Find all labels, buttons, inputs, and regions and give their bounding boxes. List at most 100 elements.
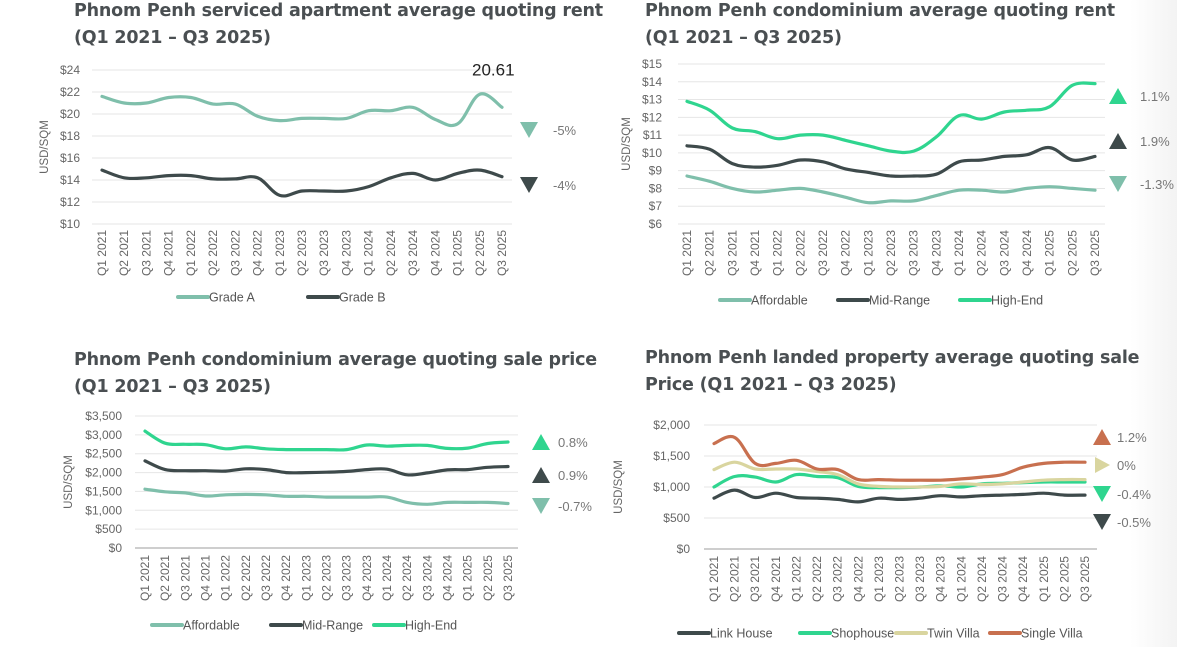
legend-label: Affordable	[183, 619, 240, 633]
x-tick-label: Q1 2023	[872, 556, 886, 602]
y-tick-label: $16	[60, 151, 80, 165]
series-line-single-villa	[712, 434, 1087, 482]
chart-subtitle: Price (Q1 2021 – Q3 2025)	[645, 375, 897, 395]
triangle-down-icon	[1093, 486, 1111, 502]
y-tick-label: $3,000	[85, 428, 122, 442]
x-tick-label: Q3 2023	[340, 555, 354, 601]
x-tick-label: Q1 2022	[219, 555, 233, 601]
x-tick-label: Q4 2022	[251, 230, 265, 276]
y-tick-label: $500	[95, 522, 122, 536]
x-tick-label: Q1 2023	[299, 555, 313, 601]
x-tick-label: Q1 2022	[771, 230, 785, 276]
y-axis-label: USD/SQM	[613, 460, 625, 514]
series-line-link-house	[712, 488, 1087, 504]
y-tick-label: $20	[60, 107, 80, 121]
x-tick-label: Q2 2024	[400, 555, 414, 601]
x-tick-label: Q3 2025	[1078, 556, 1092, 602]
series-line-mid-range	[685, 144, 1097, 178]
y-tick-label: $18	[60, 129, 80, 143]
chart-title: Phnom Penh condominium average quoting r…	[645, 1, 1115, 21]
triangle-up-icon	[532, 434, 550, 450]
y-tick-label: $10	[642, 146, 662, 160]
y-tick-label: $0	[677, 542, 691, 556]
y-tick-label: $2,500	[85, 447, 122, 461]
series-line-high-end	[685, 81, 1097, 155]
legend-label: High-End	[991, 294, 1043, 308]
y-tick-label: $14	[60, 173, 80, 187]
x-tick-label: Q1 2021	[680, 230, 694, 276]
x-tick-label: Q1 2021	[138, 555, 152, 601]
x-tick-label: Q3 2022	[831, 556, 845, 602]
triangle-down-icon	[532, 498, 550, 514]
y-tick-label: $24	[60, 63, 80, 77]
x-tick-label: Q4 2024	[1020, 230, 1034, 276]
series-line-twin-villa	[712, 460, 1087, 489]
x-tick-label: Q1 2022	[789, 556, 803, 602]
x-tick-label: Q1 2024	[954, 556, 968, 602]
x-tick-label: Q4 2024	[441, 555, 455, 601]
x-tick-label: Q4 2021	[162, 230, 176, 276]
legend-label: High-End	[405, 619, 457, 633]
x-tick-label: Q4 2021	[769, 556, 783, 602]
y-tick-label: $6	[649, 217, 663, 231]
x-tick-label: Q3 2024	[420, 555, 434, 601]
change-label: 1.9%	[1140, 134, 1170, 149]
triangle-right-icon	[1095, 457, 1110, 473]
change-label: 0%	[1117, 458, 1136, 473]
y-tick-label: $500	[663, 511, 690, 525]
x-tick-label: Q2 2021	[158, 555, 172, 601]
chart-subtitle: (Q1 2021 – Q3 2025)	[645, 28, 842, 48]
change-label: -0.5%	[1117, 515, 1151, 530]
triangle-down-icon	[520, 122, 538, 138]
x-tick-label: Q1 2023	[273, 230, 287, 276]
x-tick-label: Q4 2023	[360, 555, 374, 601]
x-tick-label: Q3 2022	[228, 230, 242, 276]
x-tick-label: Q4 2022	[851, 556, 865, 602]
y-tick-label: $12	[642, 110, 662, 124]
y-tick-label: $9	[649, 164, 663, 178]
x-tick-label: Q4 2023	[934, 556, 948, 602]
x-tick-label: Q1 2025	[451, 230, 465, 276]
y-axis-label: USD/SQM	[39, 120, 51, 174]
legend-label: Shophouse	[831, 627, 894, 641]
chart-title: Phnom Penh landed property average quoti…	[645, 348, 1140, 368]
y-tick-label: $7	[649, 199, 663, 213]
triangle-down-icon	[1093, 514, 1111, 530]
y-tick-label: $10	[60, 217, 80, 231]
change-label: 1.2%	[1117, 430, 1147, 445]
change-label: -4%	[553, 178, 577, 193]
y-tick-label: $1,000	[85, 503, 122, 517]
x-tick-label: Q3 2024	[996, 556, 1010, 602]
x-tick-label: Q3 2022	[816, 230, 830, 276]
x-tick-label: Q3 2023	[317, 230, 331, 276]
x-tick-label: Q1 2024	[952, 230, 966, 276]
legend-label: Mid-Range	[869, 294, 930, 308]
x-tick-label: Q2 2022	[206, 230, 220, 276]
chart-subtitle: (Q1 2021 – Q3 2025)	[74, 377, 271, 397]
change-label: -5%	[553, 123, 577, 138]
x-tick-label: Q2 2021	[117, 230, 131, 276]
x-tick-label: Q2 2023	[884, 230, 898, 276]
chart-title: Phnom Penh serviced apartment average qu…	[74, 1, 603, 21]
triangle-up-icon	[1093, 429, 1111, 445]
data-label: 20.61	[472, 60, 515, 79]
legend-label: Mid-Range	[302, 619, 363, 633]
x-tick-label: Q4 2022	[279, 555, 293, 601]
legend-label: Grade A	[209, 291, 256, 305]
chart-condo_rent: $6 $7 $8 $9 $10 $11 $12 $13 $14 $15 USD/SQM Q1 2021…	[621, 57, 1174, 308]
series-line-mid-range	[143, 459, 510, 477]
y-tick-label: $11	[643, 128, 662, 142]
x-tick-label: Q2 2025	[1057, 556, 1071, 602]
x-tick-label: Q2 2022	[793, 230, 807, 276]
y-tick-label: $12	[60, 195, 80, 209]
y-tick-label: $2,000	[653, 418, 690, 432]
change-label: -1.3%	[1140, 177, 1174, 192]
x-tick-label: Q4 2024	[1016, 556, 1030, 602]
x-tick-label: Q4 2023	[929, 230, 943, 276]
y-tick-label: $1,500	[653, 449, 690, 463]
y-tick-label: $2,000	[85, 466, 122, 480]
legend-label: Affordable	[751, 294, 808, 308]
y-tick-label: $8	[649, 181, 663, 195]
series-line-high-end	[143, 429, 510, 452]
